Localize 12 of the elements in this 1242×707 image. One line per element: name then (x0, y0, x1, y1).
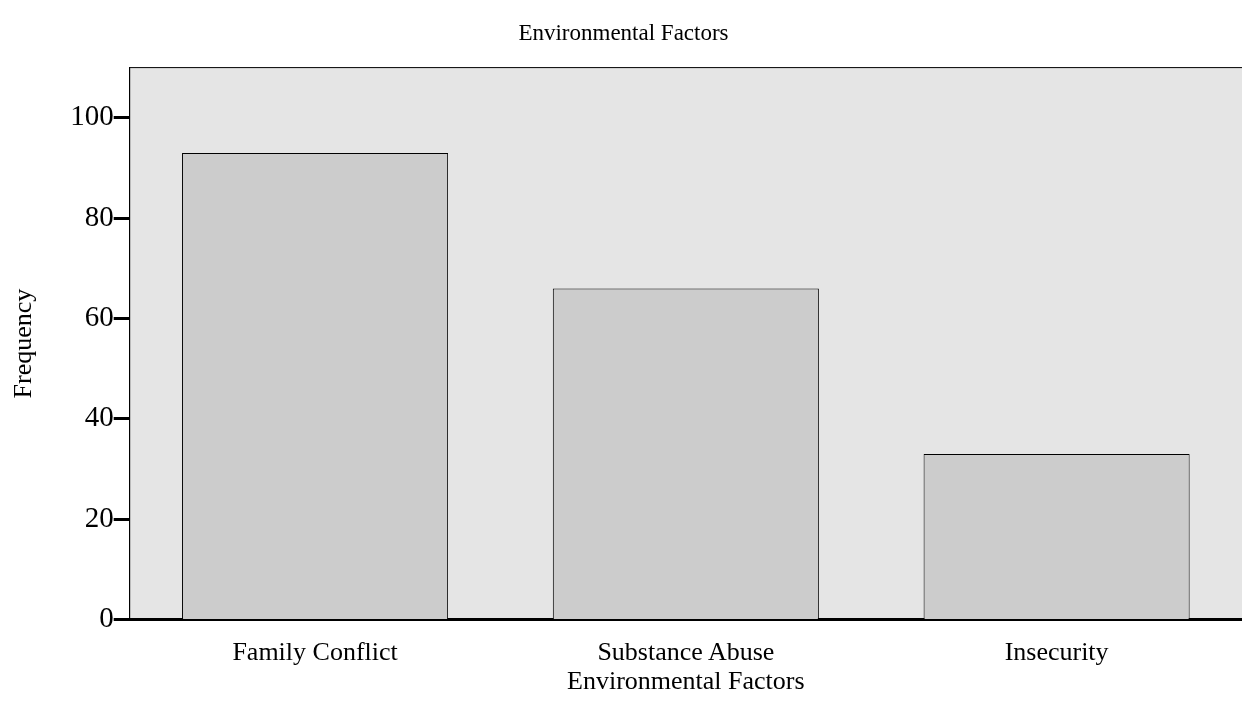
x-tick-label: Family Conflict (232, 637, 399, 667)
y-tick-label: 40 (84, 400, 114, 433)
x-tick-label: Substance Abuse (597, 637, 775, 667)
y-tick-label: 0 (99, 601, 114, 634)
y-tick-label: 80 (84, 199, 114, 232)
y-tick-label: 100 (70, 99, 114, 132)
y-tick-label: 60 (84, 300, 114, 333)
x-axis-title: Environmental Factors (567, 666, 805, 696)
x-tick-label: Insecurity (1004, 637, 1109, 667)
chart-title: Environmental Factors (518, 19, 729, 45)
y-axis-title: Frequency (8, 288, 38, 399)
y-tick-label: 20 (84, 500, 114, 533)
